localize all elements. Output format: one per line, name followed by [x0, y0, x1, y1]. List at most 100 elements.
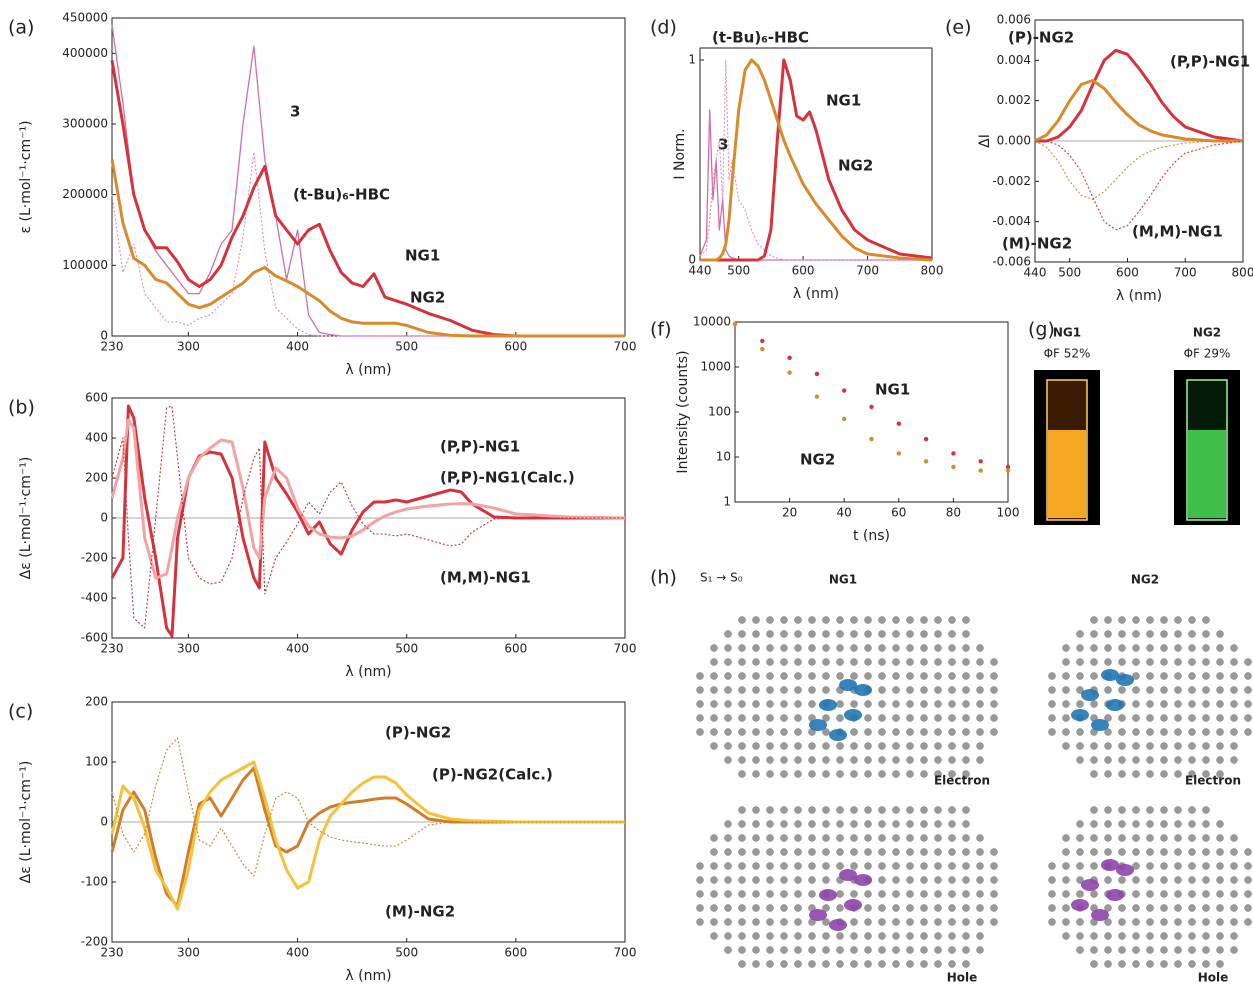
atom [711, 849, 718, 856]
atom [921, 673, 928, 680]
atom [739, 715, 746, 722]
atom [1231, 933, 1238, 940]
atom [823, 659, 830, 666]
atom [879, 891, 886, 898]
atom [1231, 743, 1238, 750]
y-tick-label: 600 [85, 391, 108, 405]
atom [837, 835, 844, 842]
atom [1133, 701, 1140, 708]
series-line [112, 152, 625, 336]
data-point [787, 370, 791, 374]
x-axis-title: λ (nm) [345, 362, 391, 378]
atom [823, 631, 830, 638]
x-tick-label: 20 [782, 506, 797, 520]
atom [1147, 947, 1154, 954]
atom [1175, 835, 1182, 842]
atom [809, 701, 816, 708]
atom [963, 877, 970, 884]
atom [921, 617, 928, 624]
series-label: NG2 [838, 157, 873, 175]
atom [1049, 729, 1056, 736]
atom [893, 947, 900, 954]
atom [739, 687, 746, 694]
atom [1189, 961, 1196, 968]
atom [837, 757, 844, 764]
atom [1203, 645, 1210, 652]
atom [1063, 905, 1070, 912]
atom [1147, 891, 1154, 898]
atom [1189, 849, 1196, 856]
atom [977, 673, 984, 680]
orbital-lobe [1101, 669, 1119, 681]
atom [809, 807, 816, 814]
y-axis-title: I Norm. [672, 128, 688, 179]
atom [753, 631, 760, 638]
atom [935, 715, 942, 722]
orbital-lobe [1106, 889, 1124, 901]
atom [907, 631, 914, 638]
atom [1175, 961, 1182, 968]
atom [1175, 863, 1182, 870]
atom [1231, 757, 1238, 764]
atom [1147, 687, 1154, 694]
atom [879, 807, 886, 814]
atom [837, 771, 844, 778]
atom [1217, 743, 1224, 750]
x-tick-label: 300 [177, 340, 200, 354]
atom [725, 645, 732, 652]
x-tick-label: 60 [891, 506, 906, 520]
atom [949, 743, 956, 750]
atom [753, 835, 760, 842]
series-label: (M,M)-NG1 [1132, 223, 1223, 241]
atom [879, 715, 886, 722]
atom [865, 757, 872, 764]
atom [851, 645, 858, 652]
x-tick-label: 400 [286, 642, 309, 656]
atom [893, 933, 900, 940]
atom [1161, 771, 1168, 778]
photo-title: NG1 [1053, 326, 1081, 340]
atom [1119, 933, 1126, 940]
atom [935, 891, 942, 898]
atom [921, 863, 928, 870]
atom [837, 863, 844, 870]
atom [879, 877, 886, 884]
atom [1189, 835, 1196, 842]
atom [739, 743, 746, 750]
atom [1105, 849, 1112, 856]
atom [795, 687, 802, 694]
atom [1231, 687, 1238, 694]
atom [851, 849, 858, 856]
atom [823, 687, 830, 694]
plot-frame [112, 18, 625, 336]
atom [767, 715, 774, 722]
atom [711, 835, 718, 842]
data-point [760, 347, 764, 351]
atom [697, 891, 704, 898]
atom [1147, 961, 1154, 968]
atom [1175, 645, 1182, 652]
quantum-yield: ΦF 29% [1184, 347, 1231, 361]
atom [725, 863, 732, 870]
atom [1091, 673, 1098, 680]
atom [1063, 835, 1070, 842]
atom [823, 821, 830, 828]
atom [1105, 933, 1112, 940]
x-tick-label: 100 [997, 506, 1020, 520]
series-label: NG1 [405, 247, 440, 265]
atom [1231, 645, 1238, 652]
series-label: NG1 [875, 381, 910, 399]
atom [1217, 631, 1224, 638]
atom [893, 715, 900, 722]
atom [739, 807, 746, 814]
x-tick-label: 80 [946, 506, 961, 520]
series-label: (P,P)-NG1 [440, 438, 520, 456]
atom [781, 715, 788, 722]
atom [991, 905, 998, 912]
atom [907, 743, 914, 750]
y-tick-label: -0.004 [992, 214, 1031, 228]
atom [1147, 877, 1154, 884]
y-tick-label: 1 [723, 495, 731, 509]
atom [795, 933, 802, 940]
atom [977, 863, 984, 870]
